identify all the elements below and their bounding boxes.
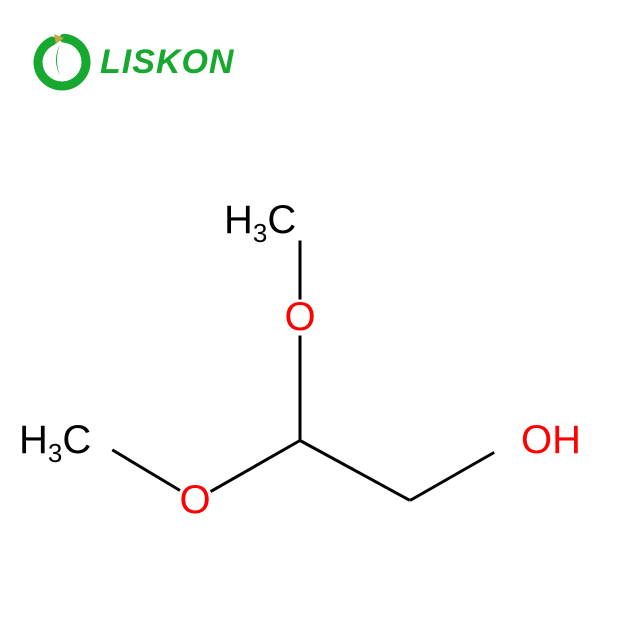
atom-label: O — [285, 297, 316, 337]
bond — [111, 449, 180, 492]
atom-label: H3C — [19, 420, 91, 460]
bond — [299, 240, 302, 299]
bond — [299, 335, 302, 440]
atom-label: O — [180, 480, 211, 520]
brand-logo: LISKON — [30, 30, 234, 94]
logo-text: LISKON — [100, 43, 234, 82]
canvas: { "canvas": { "width": 640, "height": 64… — [0, 0, 640, 640]
logo-icon — [30, 30, 94, 94]
bond — [409, 451, 495, 502]
atom-label: H3C — [224, 200, 296, 240]
bond — [299, 439, 410, 502]
atom-label: OH — [521, 420, 581, 460]
bond — [210, 439, 301, 493]
